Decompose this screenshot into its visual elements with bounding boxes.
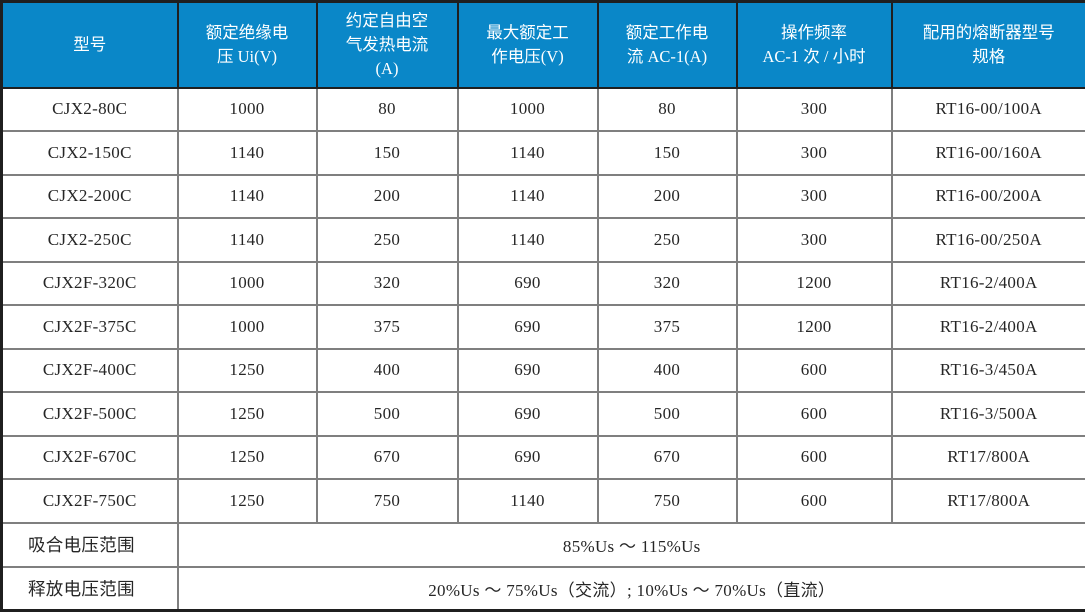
cell-fuse-spec: RT16-00/160A [890, 130, 1085, 176]
table-row: CJX2-200C 1140 200 1140 200 300 RT16-00/… [0, 173, 1085, 219]
cell-working-current: 400 [596, 347, 738, 393]
header-fuse-spec: 配用的熔断器型号 规格 [890, 0, 1085, 89]
cell-operating-frequency: 300 [735, 86, 893, 132]
cell-thermal-current: 400 [315, 347, 459, 393]
cell-fuse-spec: RT16-00/200A [890, 173, 1085, 219]
table-row-pickup-voltage: 吸合电压范围 85%Us ～ 115%Us [0, 521, 1085, 568]
cell-working-current: 250 [596, 217, 738, 263]
cell-model: CJX2-150C [0, 130, 179, 176]
cell-model: CJX2F-375C [0, 304, 179, 350]
cell-release-voltage-range: 20%Us ～ 75%Us（交流）; 10%Us ～ 70%Us（直流） [176, 565, 1085, 612]
cell-fuse-spec: RT16-00/250A [890, 217, 1085, 263]
cell-max-working-voltage: 690 [456, 347, 599, 393]
cell-operating-frequency: 300 [735, 217, 893, 263]
table-row-release-voltage: 释放电压范围 20%Us ～ 75%Us（交流）; 10%Us ～ 70%Us（… [0, 565, 1085, 612]
cell-model: CJX2-200C [0, 173, 179, 219]
table-row: CJX2F-750C 1250 750 1140 750 600 RT17/80… [0, 478, 1085, 524]
cell-insulation-voltage: 1000 [176, 86, 318, 132]
cell-thermal-current: 200 [315, 173, 459, 219]
row-label-pickup-voltage-range: 吸合电压范围 [0, 521, 179, 568]
cell-model: CJX2-250C [0, 217, 179, 263]
table-row: CJX2-250C 1140 250 1140 250 300 RT16-00/… [0, 217, 1085, 263]
cell-model: CJX2F-750C [0, 478, 179, 524]
table-row: CJX2F-320C 1000 320 690 320 1200 RT16-2/… [0, 260, 1085, 306]
cell-max-working-voltage: 690 [456, 434, 599, 480]
cell-insulation-voltage: 1140 [176, 217, 318, 263]
cell-thermal-current: 80 [315, 86, 459, 132]
cell-fuse-spec: RT16-2/400A [890, 260, 1085, 306]
cell-max-working-voltage: 1140 [456, 478, 599, 524]
cell-thermal-current: 750 [315, 478, 459, 524]
header-model: 型号 [0, 0, 179, 89]
cell-fuse-spec: RT16-3/450A [890, 347, 1085, 393]
cell-working-current: 320 [596, 260, 738, 306]
cell-fuse-spec: RT16-2/400A [890, 304, 1085, 350]
cell-model: CJX2-80C [0, 86, 179, 132]
cell-thermal-current: 375 [315, 304, 459, 350]
cell-working-current: 670 [596, 434, 738, 480]
cell-working-current: 500 [596, 391, 738, 437]
cell-thermal-current: 250 [315, 217, 459, 263]
cell-operating-frequency: 600 [735, 391, 893, 437]
table-row: CJX2F-500C 1250 500 690 500 600 RT16-3/5… [0, 391, 1085, 437]
cell-operating-frequency: 300 [735, 173, 893, 219]
cell-max-working-voltage: 1140 [456, 217, 599, 263]
cell-max-working-voltage: 690 [456, 391, 599, 437]
cell-model: CJX2F-670C [0, 434, 179, 480]
table-row: CJX2F-375C 1000 375 690 375 1200 RT16-2/… [0, 304, 1085, 350]
table-row: CJX2F-670C 1250 670 690 670 600 RT17/800… [0, 434, 1085, 480]
table-row: CJX2-80C 1000 80 1000 80 300 RT16-00/100… [0, 86, 1085, 132]
cell-working-current: 80 [596, 86, 738, 132]
cell-operating-frequency: 600 [735, 478, 893, 524]
cell-max-working-voltage: 690 [456, 260, 599, 306]
cell-insulation-voltage: 1250 [176, 434, 318, 480]
cell-operating-frequency: 1200 [735, 304, 893, 350]
table-row: CJX2-150C 1140 150 1140 150 300 RT16-00/… [0, 130, 1085, 176]
table-row: CJX2F-400C 1250 400 690 400 600 RT16-3/4… [0, 347, 1085, 393]
cell-insulation-voltage: 1140 [176, 173, 318, 219]
cell-fuse-spec: RT17/800A [890, 478, 1085, 524]
cell-model: CJX2F-500C [0, 391, 179, 437]
cell-operating-frequency: 300 [735, 130, 893, 176]
header-max-working-voltage: 最大额定工 作电压(V) [456, 0, 599, 89]
table-body: CJX2-80C 1000 80 1000 80 300 RT16-00/100… [0, 86, 1085, 524]
cell-max-working-voltage: 1140 [456, 130, 599, 176]
cell-thermal-current: 320 [315, 260, 459, 306]
header-insulation-voltage: 额定绝缘电 压 Ui(V) [176, 0, 318, 89]
cell-model: CJX2F-400C [0, 347, 179, 393]
cell-operating-frequency: 1200 [735, 260, 893, 306]
cell-max-working-voltage: 1000 [456, 86, 599, 132]
table-header: 型号 额定绝缘电 压 Ui(V) 约定自由空 气发热电流 (A) 最大额定工 作… [0, 0, 1085, 89]
cell-max-working-voltage: 690 [456, 304, 599, 350]
cell-operating-frequency: 600 [735, 434, 893, 480]
cell-thermal-current: 150 [315, 130, 459, 176]
cell-insulation-voltage: 1000 [176, 304, 318, 350]
header-working-current: 额定工作电 流 AC-1(A) [596, 0, 738, 89]
table-footer: 吸合电压范围 85%Us ～ 115%Us 释放电压范围 20%Us ～ 75%… [0, 521, 1085, 612]
header-operating-frequency: 操作频率 AC-1 次 / 小时 [735, 0, 893, 89]
cell-fuse-spec: RT17/800A [890, 434, 1085, 480]
cell-max-working-voltage: 1140 [456, 173, 599, 219]
cell-insulation-voltage: 1250 [176, 391, 318, 437]
cell-working-current: 150 [596, 130, 738, 176]
cell-insulation-voltage: 1000 [176, 260, 318, 306]
cell-thermal-current: 670 [315, 434, 459, 480]
cell-operating-frequency: 600 [735, 347, 893, 393]
cell-insulation-voltage: 1250 [176, 478, 318, 524]
cell-fuse-spec: RT16-00/100A [890, 86, 1085, 132]
cell-pickup-voltage-range: 85%Us ～ 115%Us [176, 521, 1085, 568]
cell-working-current: 200 [596, 173, 738, 219]
cell-model: CJX2F-320C [0, 260, 179, 306]
cell-working-current: 750 [596, 478, 738, 524]
cell-insulation-voltage: 1140 [176, 130, 318, 176]
row-label-release-voltage-range: 释放电压范围 [0, 565, 179, 612]
header-row: 型号 额定绝缘电 压 Ui(V) 约定自由空 气发热电流 (A) 最大额定工 作… [0, 0, 1085, 89]
cell-fuse-spec: RT16-3/500A [890, 391, 1085, 437]
header-thermal-current: 约定自由空 气发热电流 (A) [315, 0, 459, 89]
cell-insulation-voltage: 1250 [176, 347, 318, 393]
cell-thermal-current: 500 [315, 391, 459, 437]
cell-working-current: 375 [596, 304, 738, 350]
